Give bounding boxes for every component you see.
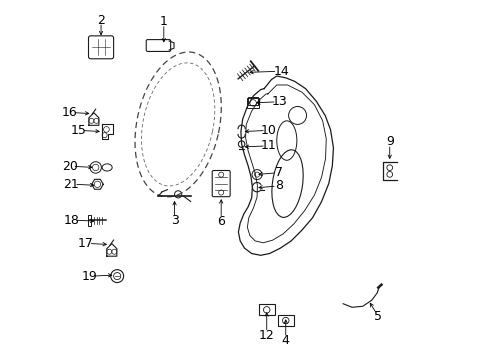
Text: 3: 3 <box>170 213 178 226</box>
Text: 1: 1 <box>160 15 167 28</box>
Text: 9: 9 <box>385 135 393 148</box>
Text: 10: 10 <box>261 124 276 137</box>
Bar <box>277 315 293 326</box>
Text: 7: 7 <box>275 166 283 179</box>
Text: 15: 15 <box>71 124 86 137</box>
Bar <box>247 97 258 105</box>
Text: 17: 17 <box>78 237 94 250</box>
Bar <box>247 98 258 108</box>
Bar <box>88 215 90 226</box>
Text: 14: 14 <box>273 65 288 78</box>
Text: 6: 6 <box>217 215 224 228</box>
Bar <box>258 305 274 315</box>
Text: 11: 11 <box>261 139 276 152</box>
Text: 19: 19 <box>81 270 97 283</box>
Text: 13: 13 <box>271 95 287 108</box>
Text: 4: 4 <box>281 334 289 347</box>
Text: 21: 21 <box>63 178 79 191</box>
Text: 20: 20 <box>61 160 78 173</box>
Text: 5: 5 <box>373 310 382 323</box>
Text: 18: 18 <box>63 213 79 226</box>
Text: 8: 8 <box>275 179 283 192</box>
Text: 12: 12 <box>258 329 274 342</box>
Text: 2: 2 <box>97 14 105 27</box>
Text: 16: 16 <box>62 106 78 119</box>
